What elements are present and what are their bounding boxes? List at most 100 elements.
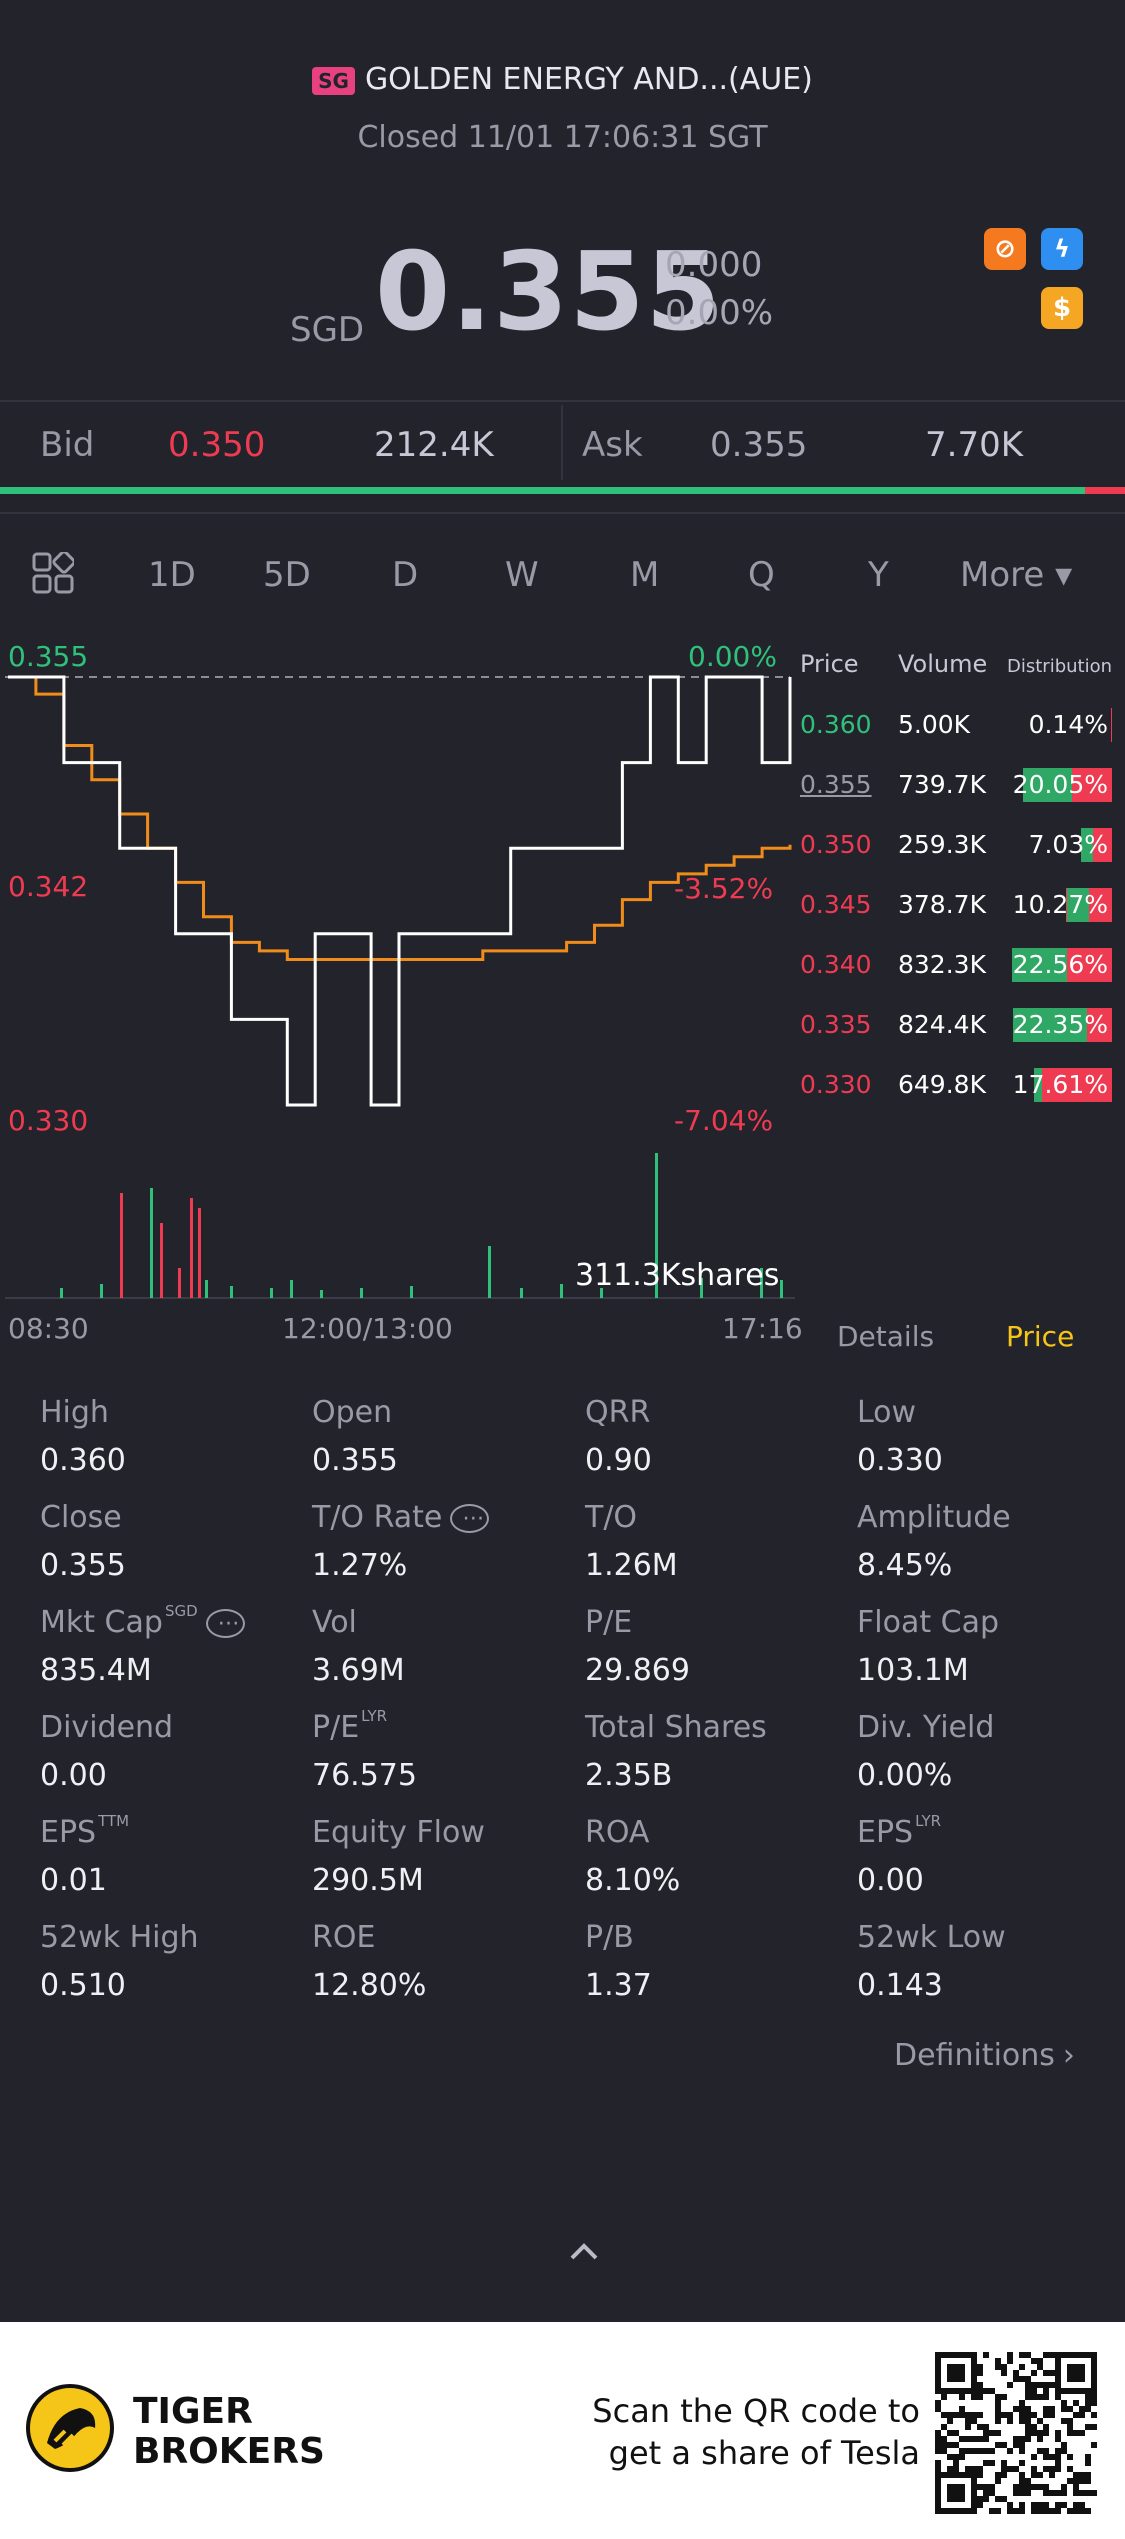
bid-ratio-bar — [0, 487, 1085, 494]
ob-volume: 378.7K — [898, 890, 986, 919]
ob-header-price: Price — [800, 650, 859, 678]
promo-footer: TIGER BROKERS Scan the QR code to get a … — [0, 2322, 1125, 2539]
stat-value: 0.355 — [40, 1548, 126, 1583]
stat-label-sup: TTM — [98, 1812, 130, 1830]
volume-bar — [488, 1246, 491, 1298]
y-axis-low: 0.330 — [8, 1104, 89, 1137]
stat-label: EPS LYR — [857, 1812, 942, 1850]
y-axis-mid: 0.342 — [8, 870, 89, 903]
volume-bar — [270, 1288, 273, 1298]
tab-details[interactable]: Details — [837, 1320, 935, 1353]
tab-price[interactable]: Price — [1006, 1320, 1075, 1353]
info-icon[interactable]: ⋯ — [205, 1609, 245, 1638]
volume-bar — [410, 1286, 413, 1298]
stat-label: P/B — [585, 1920, 634, 1955]
tab-5d[interactable]: 5D — [263, 555, 311, 595]
distribution-bar: 17.61% — [1006, 1068, 1112, 1102]
volume-bar — [100, 1284, 103, 1298]
stat-label: T/O — [585, 1500, 638, 1535]
tab-more[interactable]: More ▾ — [960, 555, 1073, 595]
stat-value: 0.360 — [40, 1443, 126, 1478]
ob-distribution: 22.56% — [1012, 950, 1108, 979]
stat-value: 290.5M — [312, 1863, 424, 1898]
stat-label-sup: LYR — [361, 1707, 388, 1725]
stat-value: 12.80% — [312, 1968, 427, 2003]
ob-distribution: 0.14% — [1028, 710, 1108, 739]
ob-volume: 649.8K — [898, 1070, 986, 1099]
tab-quarter[interactable]: Q — [748, 555, 775, 595]
stat-value: 1.37 — [585, 1968, 652, 2003]
ob-price: 0.330 — [800, 1070, 872, 1099]
chevron-up-icon[interactable] — [568, 2240, 600, 2266]
qr-code — [935, 2352, 1097, 2514]
order-book-row: 0.355 739.7K 20.05% — [0, 768, 1125, 810]
price-change: 0.000 — [665, 245, 763, 285]
promo-line-2: get a share of Tesla — [608, 2434, 920, 2472]
volume-bar — [190, 1198, 193, 1298]
stat-label: ROE — [312, 1920, 376, 1955]
brand-name: TIGER BROKERS — [133, 2392, 325, 2472]
stat-value: 103.1M — [857, 1653, 969, 1688]
stat-label: Close — [40, 1500, 122, 1535]
time-mid: 12:00/13:00 — [282, 1312, 453, 1345]
volume-bar — [150, 1188, 153, 1298]
bid-price[interactable]: 0.350 — [168, 425, 266, 465]
stat-value: 0.00 — [857, 1863, 924, 1898]
ask-size: 7.70K — [925, 425, 1023, 465]
grid-layout-icon[interactable] — [32, 550, 76, 598]
ob-price: 0.360 — [800, 710, 872, 739]
stat-label: Dividend — [40, 1710, 174, 1745]
no-short-icon[interactable]: ⊘ — [984, 228, 1026, 270]
volume-bar — [230, 1286, 233, 1298]
stat-value: 3.69M — [312, 1653, 405, 1688]
stat-value: 0.355 — [312, 1443, 398, 1478]
stat-label: P/E — [585, 1605, 633, 1640]
ob-distribution: 10.27% — [1012, 890, 1108, 919]
promo-text: Scan the QR code to get a share of Tesla — [560, 2390, 920, 2474]
stat-value: 0.00% — [857, 1758, 953, 1793]
stat-label: EPS TTM — [40, 1812, 130, 1850]
volume-bar — [760, 1268, 763, 1298]
brand-line-2: BROKERS — [133, 2431, 325, 2472]
volume-bar — [780, 1280, 783, 1298]
volume-total: 311.3Kshares — [575, 1258, 780, 1293]
ask-price[interactable]: 0.355 — [710, 425, 808, 465]
bid-size: 212.4K — [374, 425, 494, 465]
intraday-chart[interactable] — [0, 630, 800, 1330]
distribution-bar: 22.56% — [1006, 948, 1112, 982]
order-book-row: 0.360 5.00K 0.14% — [0, 708, 1125, 750]
volume-bar — [520, 1288, 523, 1298]
tab-1d[interactable]: 1D — [148, 555, 196, 595]
volume-bar — [320, 1290, 323, 1298]
ob-distribution: 7.03% — [1028, 830, 1108, 859]
stat-value: 8.10% — [585, 1863, 681, 1898]
last-price: 0.355 — [375, 230, 722, 355]
ob-price: 0.335 — [800, 1010, 872, 1039]
market-status: Closed 11/01 17:06:31 SGT — [357, 120, 768, 155]
distribution-bar: 0.14% — [1006, 708, 1112, 742]
stat-label: Open — [312, 1395, 393, 1430]
volume-bar — [198, 1208, 201, 1298]
stat-value: 0.510 — [40, 1968, 126, 2003]
pct-axis-low: -7.04% — [674, 1104, 774, 1137]
volume-bar — [560, 1284, 563, 1298]
info-icon[interactable]: ⋯ — [450, 1504, 490, 1533]
stock-name: GOLDEN ENERGY AND...(AUE) — [364, 62, 813, 97]
stat-value: 1.27% — [312, 1548, 408, 1583]
promo-line-1: Scan the QR code to — [592, 2392, 920, 2430]
tab-year[interactable]: Y — [868, 555, 889, 595]
tab-month[interactable]: M — [630, 555, 660, 595]
ob-distribution: 17.61% — [1012, 1070, 1108, 1099]
distribution-bar: 7.03% — [1006, 828, 1112, 862]
volume-bar — [700, 1278, 703, 1298]
ask-label: Ask — [582, 425, 643, 465]
stat-value: 0.00 — [40, 1758, 107, 1793]
time-start: 08:30 — [8, 1312, 89, 1345]
stat-label: Mkt Cap SGD ⋯ — [40, 1602, 245, 1640]
distribution-bar: 22.35% — [1006, 1008, 1112, 1042]
tab-day[interactable]: D — [392, 555, 419, 595]
lightning-icon[interactable]: ϟ — [1041, 228, 1083, 270]
definitions-link[interactable]: Definitions › — [894, 2038, 1075, 2073]
dollar-icon[interactable]: $ — [1041, 287, 1083, 329]
tab-week[interactable]: W — [505, 555, 539, 595]
